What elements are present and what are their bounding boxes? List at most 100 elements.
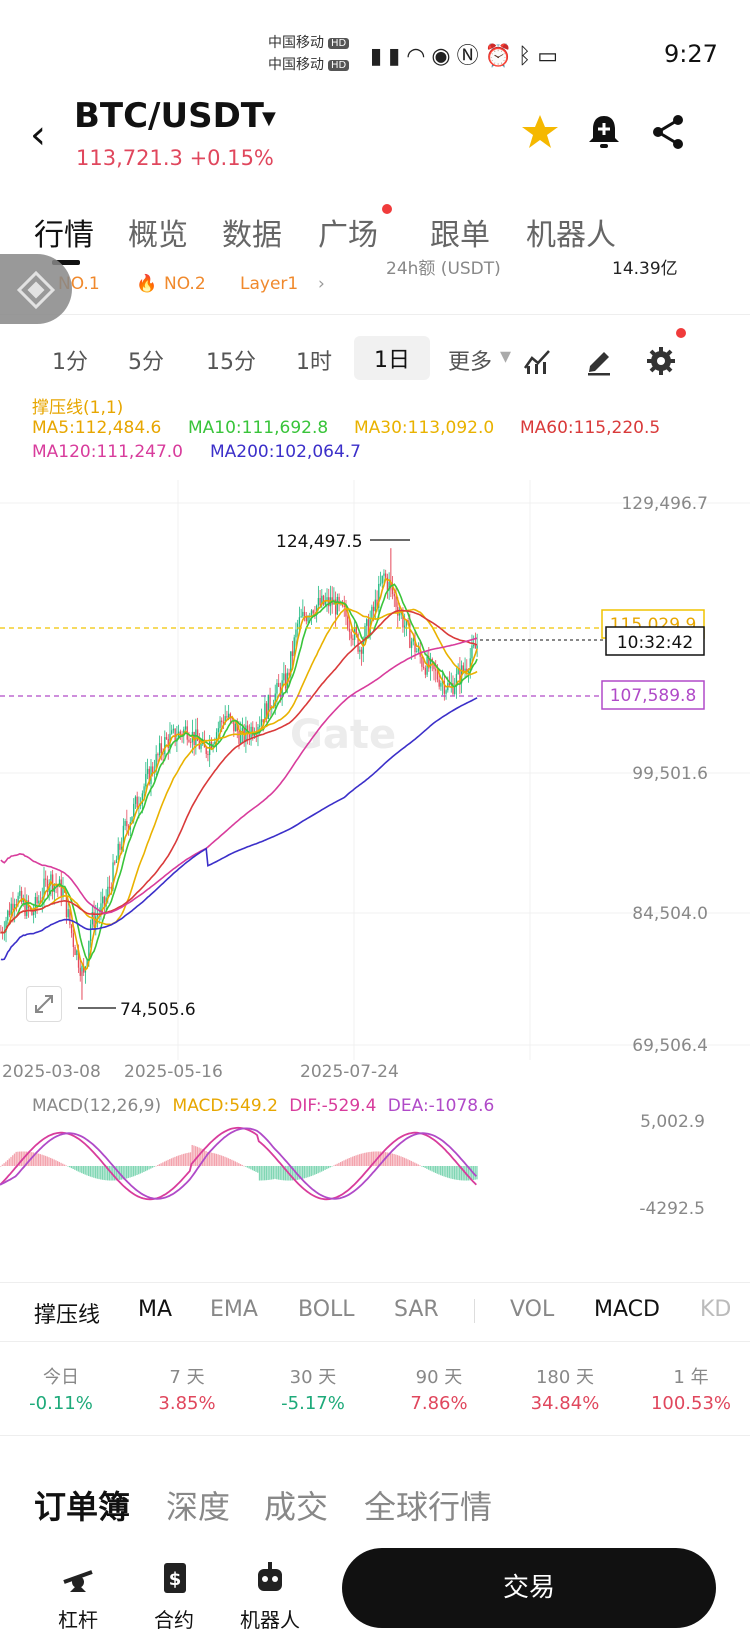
interval-5m[interactable]: 5分 — [128, 350, 164, 375]
settings-icon[interactable] — [646, 346, 676, 376]
interval-more[interactable]: 更多 — [448, 350, 493, 375]
candle-body — [359, 649, 361, 652]
candle-body — [74, 947, 76, 956]
tab-overview[interactable]: 概览 — [128, 218, 188, 253]
macd-bar — [234, 1161, 237, 1166]
pair-title[interactable]: BTC/USDT — [74, 96, 264, 136]
candle-body — [39, 900, 42, 902]
candle-body — [355, 626, 358, 634]
star-icon[interactable] — [520, 112, 560, 152]
macd-bar — [412, 1161, 414, 1166]
macd-bar — [284, 1166, 287, 1181]
ind-support[interactable]: 撑压线 — [34, 1303, 101, 1328]
macd-bar — [374, 1151, 376, 1166]
tag-layer1[interactable]: Layer1 — [240, 274, 299, 294]
draw-icon[interactable] — [584, 346, 614, 376]
macd-bar — [194, 1146, 197, 1166]
candle-body — [391, 586, 394, 594]
ind-vol[interactable]: VOL — [510, 1297, 555, 1322]
support-label: 107,589.8 — [610, 686, 697, 706]
indicator-icon[interactable] — [522, 346, 552, 376]
macd-bar — [191, 1144, 193, 1166]
ind-sar[interactable]: SAR — [394, 1297, 439, 1322]
caret-down-icon[interactable]: ▼ — [262, 108, 276, 129]
macd-bar — [88, 1166, 90, 1177]
macd-bar — [264, 1166, 266, 1181]
interval-1d[interactable]: 1日 — [354, 336, 430, 380]
candle-body — [214, 741, 216, 745]
candle-body — [322, 595, 325, 605]
eye-icon: ◉ — [431, 44, 457, 69]
interval-1m[interactable]: 1分 — [52, 350, 88, 375]
tag-row: NO.1 🔥 NO.2 Layer1 › 24h额 (USDT) 14.39亿 — [0, 258, 750, 315]
macd-bar — [46, 1156, 48, 1166]
ind-ma[interactable]: MA — [138, 1297, 173, 1322]
macd-bar — [148, 1166, 150, 1170]
ind-ema[interactable]: EMA — [210, 1297, 258, 1322]
expand-button[interactable] — [26, 986, 62, 1022]
candle-body — [466, 668, 468, 672]
tab-square[interactable]: 广场 — [318, 218, 378, 253]
back-icon[interactable]: ‹ — [30, 112, 46, 158]
tab-global-market[interactable]: 全球行情 — [364, 1488, 493, 1526]
candle-body — [398, 613, 401, 616]
macd-bar — [37, 1153, 40, 1166]
candlestick-chart[interactable]: Gate 129,496.7 99,501.6 84,504.0 69,506.… — [0, 470, 750, 1090]
leverage-button[interactable]: 杠杆 — [38, 1560, 118, 1633]
candle-body — [5, 920, 7, 933]
chevron-right-icon[interactable]: › — [318, 274, 325, 294]
macd-bar — [434, 1166, 437, 1174]
candle-body — [381, 575, 383, 584]
robot-button[interactable]: 机器人 — [230, 1560, 310, 1633]
candle-body — [324, 600, 326, 605]
candle-body — [424, 668, 427, 675]
tab-orderbook[interactable]: 订单簿 — [34, 1488, 131, 1526]
interval-1h[interactable]: 1时 — [296, 350, 332, 375]
tag-no2[interactable]: NO.2 — [164, 274, 206, 294]
tab-data[interactable]: 数据 — [222, 218, 282, 253]
ind-macd[interactable]: MACD — [594, 1297, 660, 1322]
notification-dot — [382, 204, 392, 214]
tab-robot[interactable]: 机器人 — [526, 218, 616, 253]
candle-body — [14, 904, 16, 911]
candle-body — [260, 719, 263, 726]
floating-widget-button[interactable] — [0, 254, 72, 324]
macd-bar — [17, 1151, 19, 1166]
macd-bar — [407, 1159, 409, 1166]
macd-bar — [274, 1166, 276, 1179]
macd-bar — [467, 1166, 469, 1181]
macd-bar — [238, 1163, 240, 1166]
candle-body — [221, 720, 223, 723]
macd-bar — [457, 1166, 459, 1181]
share-icon[interactable] — [648, 112, 688, 152]
caret-down-icon[interactable]: ▾ — [500, 344, 512, 369]
candle-body — [298, 617, 301, 624]
indicator-row: 撑压线 MA EMA BOLL SAR VOL MACD KD — [0, 1282, 750, 1342]
macd-bar — [341, 1161, 344, 1166]
perf-value: 100.53% — [650, 1393, 732, 1414]
gate-logo-icon — [16, 270, 56, 310]
tab-trades[interactable]: 成交 — [264, 1488, 329, 1526]
macd-bar — [283, 1166, 285, 1181]
interval-15m[interactable]: 15分 — [206, 350, 256, 375]
tab-market[interactable]: 行情 — [34, 218, 94, 253]
tab-copy-trade[interactable]: 跟单 — [430, 218, 490, 253]
ind-boll[interactable]: BOLL — [298, 1297, 355, 1322]
macd-bar — [115, 1166, 117, 1181]
bell-plus-icon[interactable] — [584, 112, 624, 152]
candle-body — [283, 673, 285, 681]
candle-body — [288, 672, 290, 676]
contract-button[interactable]: $ 合约 — [134, 1560, 214, 1633]
ind-kd[interactable]: KD — [700, 1297, 732, 1322]
macd-bar — [346, 1158, 349, 1166]
candle-body — [31, 908, 33, 916]
candle-body — [43, 878, 45, 898]
ma200-line — [0, 697, 478, 961]
tab-depth[interactable]: 深度 — [166, 1488, 231, 1526]
trade-button[interactable]: 交易 — [342, 1548, 716, 1628]
legend-ma5: MA5:112,484.6 — [32, 418, 162, 438]
macd-bar — [84, 1166, 86, 1175]
macd-bar — [210, 1152, 212, 1166]
macd-bar — [12, 1155, 14, 1166]
divider — [474, 1299, 475, 1323]
